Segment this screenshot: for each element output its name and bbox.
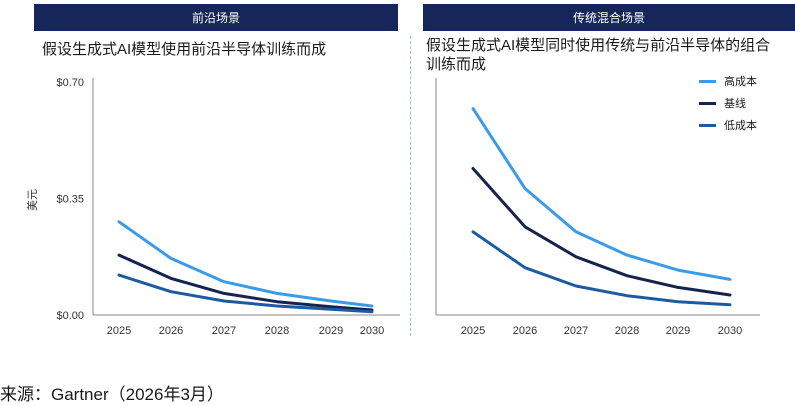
- y-tick-label: $0.00: [56, 310, 84, 322]
- legend-swatch-baseline: [699, 101, 716, 105]
- right-panel-band-label: 传统混合场景: [572, 11, 645, 25]
- legend-swatch-low: [699, 123, 716, 127]
- y-tick-label: $0.70: [56, 77, 84, 89]
- left-panel-band-label: 前沿场景: [191, 11, 240, 25]
- right-chart-title: 假设生成式AI模型同时使用传统与前沿半导体的组合 训练而成: [426, 36, 770, 74]
- legend-label-baseline: 基线: [724, 98, 746, 110]
- right-series-line-1: [471, 167, 732, 297]
- left-series-line-1: [117, 253, 374, 312]
- right-x-tick-label: 2027: [564, 325, 588, 337]
- right-chart-title-line1: 假设生成式AI模型同时使用传统与前沿半导体的组合: [426, 37, 771, 54]
- left-x-tick-label: 2028: [265, 325, 289, 337]
- source-note: 来源：Gartner（2026年3月）: [0, 385, 224, 404]
- legend-swatch-high: [699, 79, 716, 83]
- right-series-line-2: [471, 230, 732, 307]
- y-axis-label: 美元: [26, 189, 39, 211]
- right-x-tick-label: 2026: [513, 325, 537, 337]
- panel-divider: [410, 36, 411, 336]
- left-series-line-0: [117, 220, 374, 308]
- legend-label-low: 低成本: [724, 120, 757, 132]
- y-tick-label: $0.35: [56, 194, 84, 206]
- left-chart-title: 假设生成式AI模型使用前沿半导体训练而成: [42, 41, 327, 58]
- left-x-tick-label: 2025: [107, 325, 131, 337]
- legend-item-low: 低成本: [699, 114, 757, 136]
- right-series-line-0: [471, 107, 732, 281]
- left-x-tick-label: 2029: [319, 325, 343, 337]
- legend-item-high: 高成本: [699, 70, 757, 92]
- right-x-tick-label: 2029: [666, 325, 690, 337]
- right-x-tick-label: 2028: [615, 325, 639, 337]
- left-x-tick-label: 2027: [212, 325, 236, 337]
- left-x-tick-label: 2030: [360, 325, 384, 337]
- left-panel-band: 前沿场景: [34, 4, 398, 31]
- legend-item-baseline: 基线: [699, 92, 757, 114]
- left-series-line-2: [117, 273, 374, 314]
- right-chart-title-line2: 训练而成: [426, 56, 487, 73]
- right-panel-band: 传统混合场景: [423, 4, 795, 31]
- legend: 高成本 基线 低成本: [699, 70, 757, 136]
- legend-label-high: 高成本: [724, 76, 757, 88]
- right-x-tick-label: 2025: [461, 325, 485, 337]
- left-x-tick-label: 2026: [159, 325, 183, 337]
- right-x-tick-label: 2030: [718, 325, 742, 337]
